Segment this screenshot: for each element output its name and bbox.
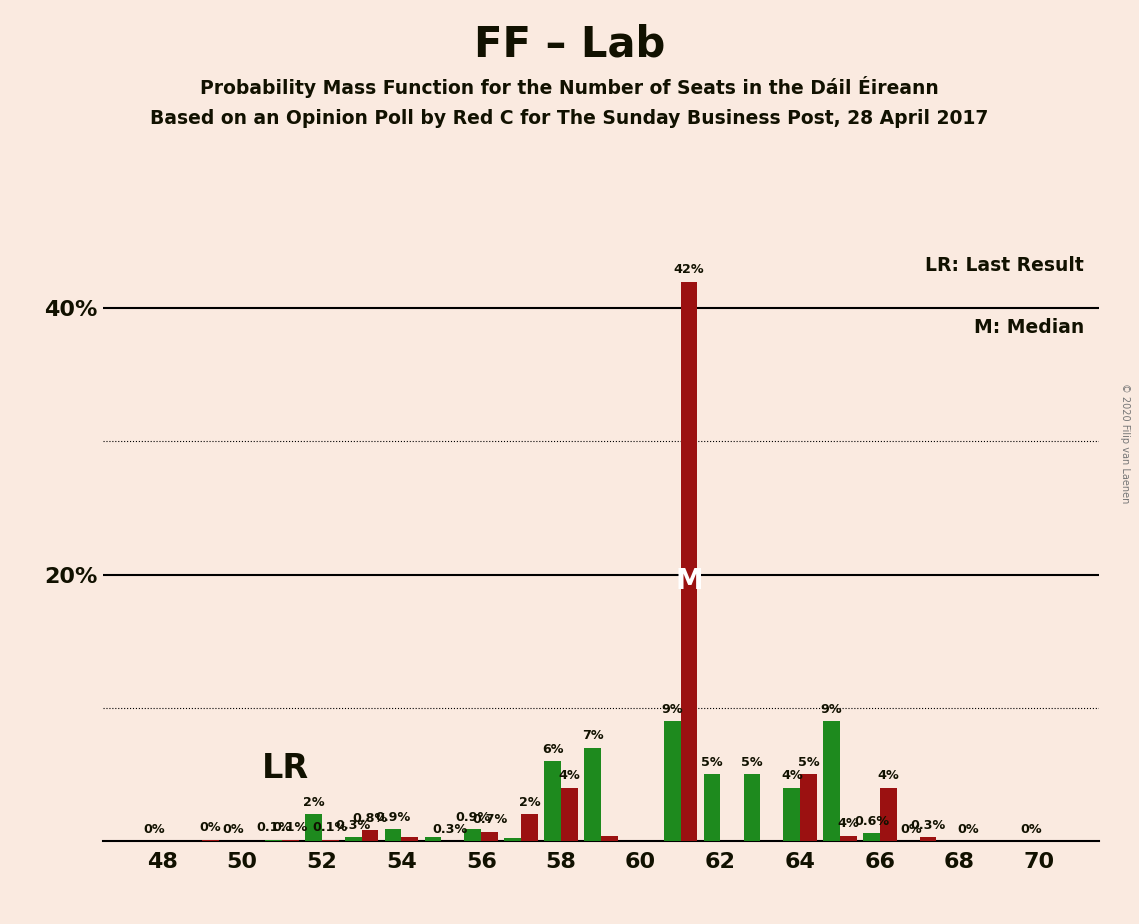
Text: 0%: 0% [223, 822, 245, 835]
Text: 0.9%: 0.9% [376, 810, 411, 823]
Text: 0.3%: 0.3% [336, 819, 371, 832]
Text: 0%: 0% [1021, 822, 1042, 835]
Text: 0%: 0% [144, 822, 165, 835]
Bar [522, 814, 538, 841]
Text: LR: Last Result: LR: Last Result [925, 256, 1084, 274]
Bar [265, 840, 282, 841]
Text: 4%: 4% [877, 770, 899, 783]
Bar [839, 835, 857, 841]
Bar [601, 835, 617, 841]
Bar [863, 833, 880, 841]
Bar [664, 721, 681, 841]
Bar [321, 840, 338, 841]
Text: 0.8%: 0.8% [352, 812, 387, 825]
Text: 4%: 4% [837, 817, 859, 830]
Text: 7%: 7% [582, 729, 604, 742]
Bar [202, 840, 219, 841]
Text: 2%: 2% [518, 796, 540, 808]
Bar [919, 837, 936, 841]
Text: 0.1%: 0.1% [256, 821, 292, 834]
Text: 4%: 4% [781, 770, 803, 783]
Bar [823, 721, 841, 841]
Text: 0.6%: 0.6% [854, 815, 890, 828]
Text: 42%: 42% [673, 263, 704, 276]
Text: 0.1%: 0.1% [272, 821, 308, 834]
Text: 5%: 5% [741, 756, 763, 769]
Bar [465, 829, 481, 841]
Text: 0.3%: 0.3% [432, 822, 467, 835]
Bar [681, 282, 697, 841]
Bar [362, 830, 378, 841]
Text: LR: LR [262, 752, 309, 785]
Bar [880, 787, 896, 841]
Bar [544, 761, 560, 841]
Text: Based on an Opinion Poll by Red C for The Sunday Business Post, 28 April 2017: Based on an Opinion Poll by Red C for Th… [150, 109, 989, 128]
Bar [345, 837, 362, 841]
Bar [385, 829, 401, 841]
Bar [505, 838, 522, 841]
Text: 0%: 0% [957, 822, 978, 835]
Bar [560, 787, 577, 841]
Text: 5%: 5% [702, 756, 723, 769]
Text: 2%: 2% [303, 796, 325, 808]
Text: M: M [675, 566, 703, 594]
Text: © 2020 Filip van Laenen: © 2020 Filip van Laenen [1121, 383, 1130, 504]
Bar [281, 840, 298, 841]
Bar [425, 837, 442, 841]
Text: 0.3%: 0.3% [910, 819, 945, 832]
Bar [800, 774, 817, 841]
Bar [784, 787, 800, 841]
Text: 0.9%: 0.9% [456, 810, 491, 823]
Bar [704, 774, 721, 841]
Text: 0%: 0% [901, 822, 923, 835]
Bar [401, 837, 418, 841]
Text: 0%: 0% [199, 821, 221, 834]
Text: FF – Lab: FF – Lab [474, 23, 665, 65]
Text: 5%: 5% [797, 756, 819, 769]
Text: Probability Mass Function for the Number of Seats in the Dáil Éireann: Probability Mass Function for the Number… [200, 76, 939, 98]
Text: 4%: 4% [558, 770, 580, 783]
Bar [481, 832, 498, 841]
Text: 9%: 9% [821, 702, 843, 716]
Bar [584, 748, 601, 841]
Bar [744, 774, 761, 841]
Text: 9%: 9% [662, 702, 683, 716]
Text: 6%: 6% [542, 743, 564, 756]
Text: 0.1%: 0.1% [312, 821, 347, 834]
Text: M: Median: M: Median [974, 318, 1084, 336]
Bar [305, 814, 321, 841]
Text: 0.7%: 0.7% [472, 813, 507, 826]
